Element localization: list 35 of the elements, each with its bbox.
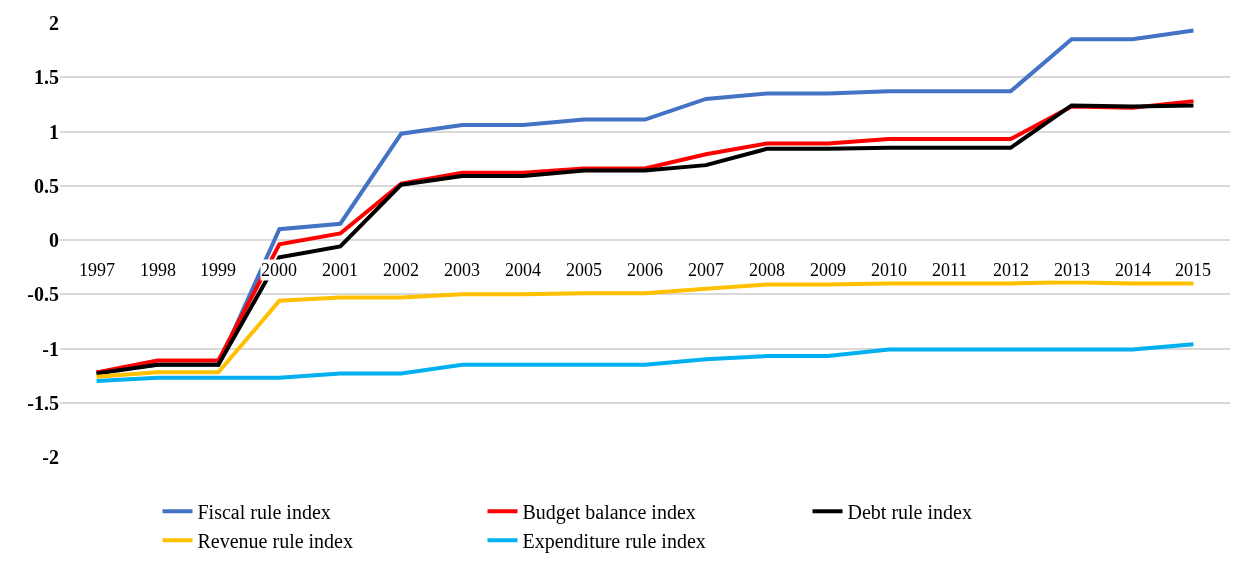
x-tick-label: 2005 bbox=[566, 260, 602, 280]
y-tick-label: -0.5 bbox=[27, 283, 59, 306]
x-tick-label: 2009 bbox=[810, 260, 846, 280]
x-tick-label: 2000 bbox=[261, 260, 297, 280]
y-tick-label: -2 bbox=[42, 446, 59, 468]
legend-label: Fiscal rule index bbox=[197, 501, 331, 524]
y-tick-label: -1 bbox=[42, 337, 59, 360]
x-tick-label: 2003 bbox=[444, 260, 480, 280]
x-tick-label: 2006 bbox=[627, 260, 663, 280]
y-tick-label: 0.5 bbox=[34, 174, 59, 197]
x-tick-label: 2011 bbox=[932, 260, 968, 280]
x-tick-label: 2010 bbox=[871, 260, 907, 280]
x-tick-label: 1998 bbox=[140, 260, 176, 280]
x-tick-label: 2008 bbox=[749, 260, 785, 280]
legend-label: Budget balance index bbox=[522, 501, 696, 525]
legend-label: Debt rule index bbox=[847, 501, 972, 524]
x-tick-label: 2015 bbox=[1175, 260, 1211, 280]
x-tick-label: 2007 bbox=[688, 260, 724, 280]
x-tick-label: 2012 bbox=[993, 260, 1029, 280]
y-tick-label: 2 bbox=[49, 12, 59, 34]
line-series bbox=[94, 342, 1196, 384]
y-tick-label: 1.5 bbox=[34, 66, 59, 89]
line-series bbox=[94, 280, 1196, 379]
legend-label: Revenue rule index bbox=[197, 530, 353, 553]
x-tick-label: 2002 bbox=[383, 260, 419, 280]
y-tick-label: 0 bbox=[49, 229, 59, 251]
x-tick-label: 1997 bbox=[79, 260, 115, 280]
x-tick-label: 2013 bbox=[1054, 260, 1090, 280]
x-tick-label: 2001 bbox=[322, 260, 358, 280]
x-tick-label: 1999 bbox=[200, 260, 236, 280]
y-tick-label: -1.5 bbox=[27, 391, 59, 414]
legend-label: Expenditure rule index bbox=[522, 530, 706, 554]
x-tick-label: 2014 bbox=[1115, 260, 1151, 280]
x-tick-label: 2004 bbox=[505, 260, 541, 280]
y-tick-label: 1 bbox=[49, 120, 59, 143]
